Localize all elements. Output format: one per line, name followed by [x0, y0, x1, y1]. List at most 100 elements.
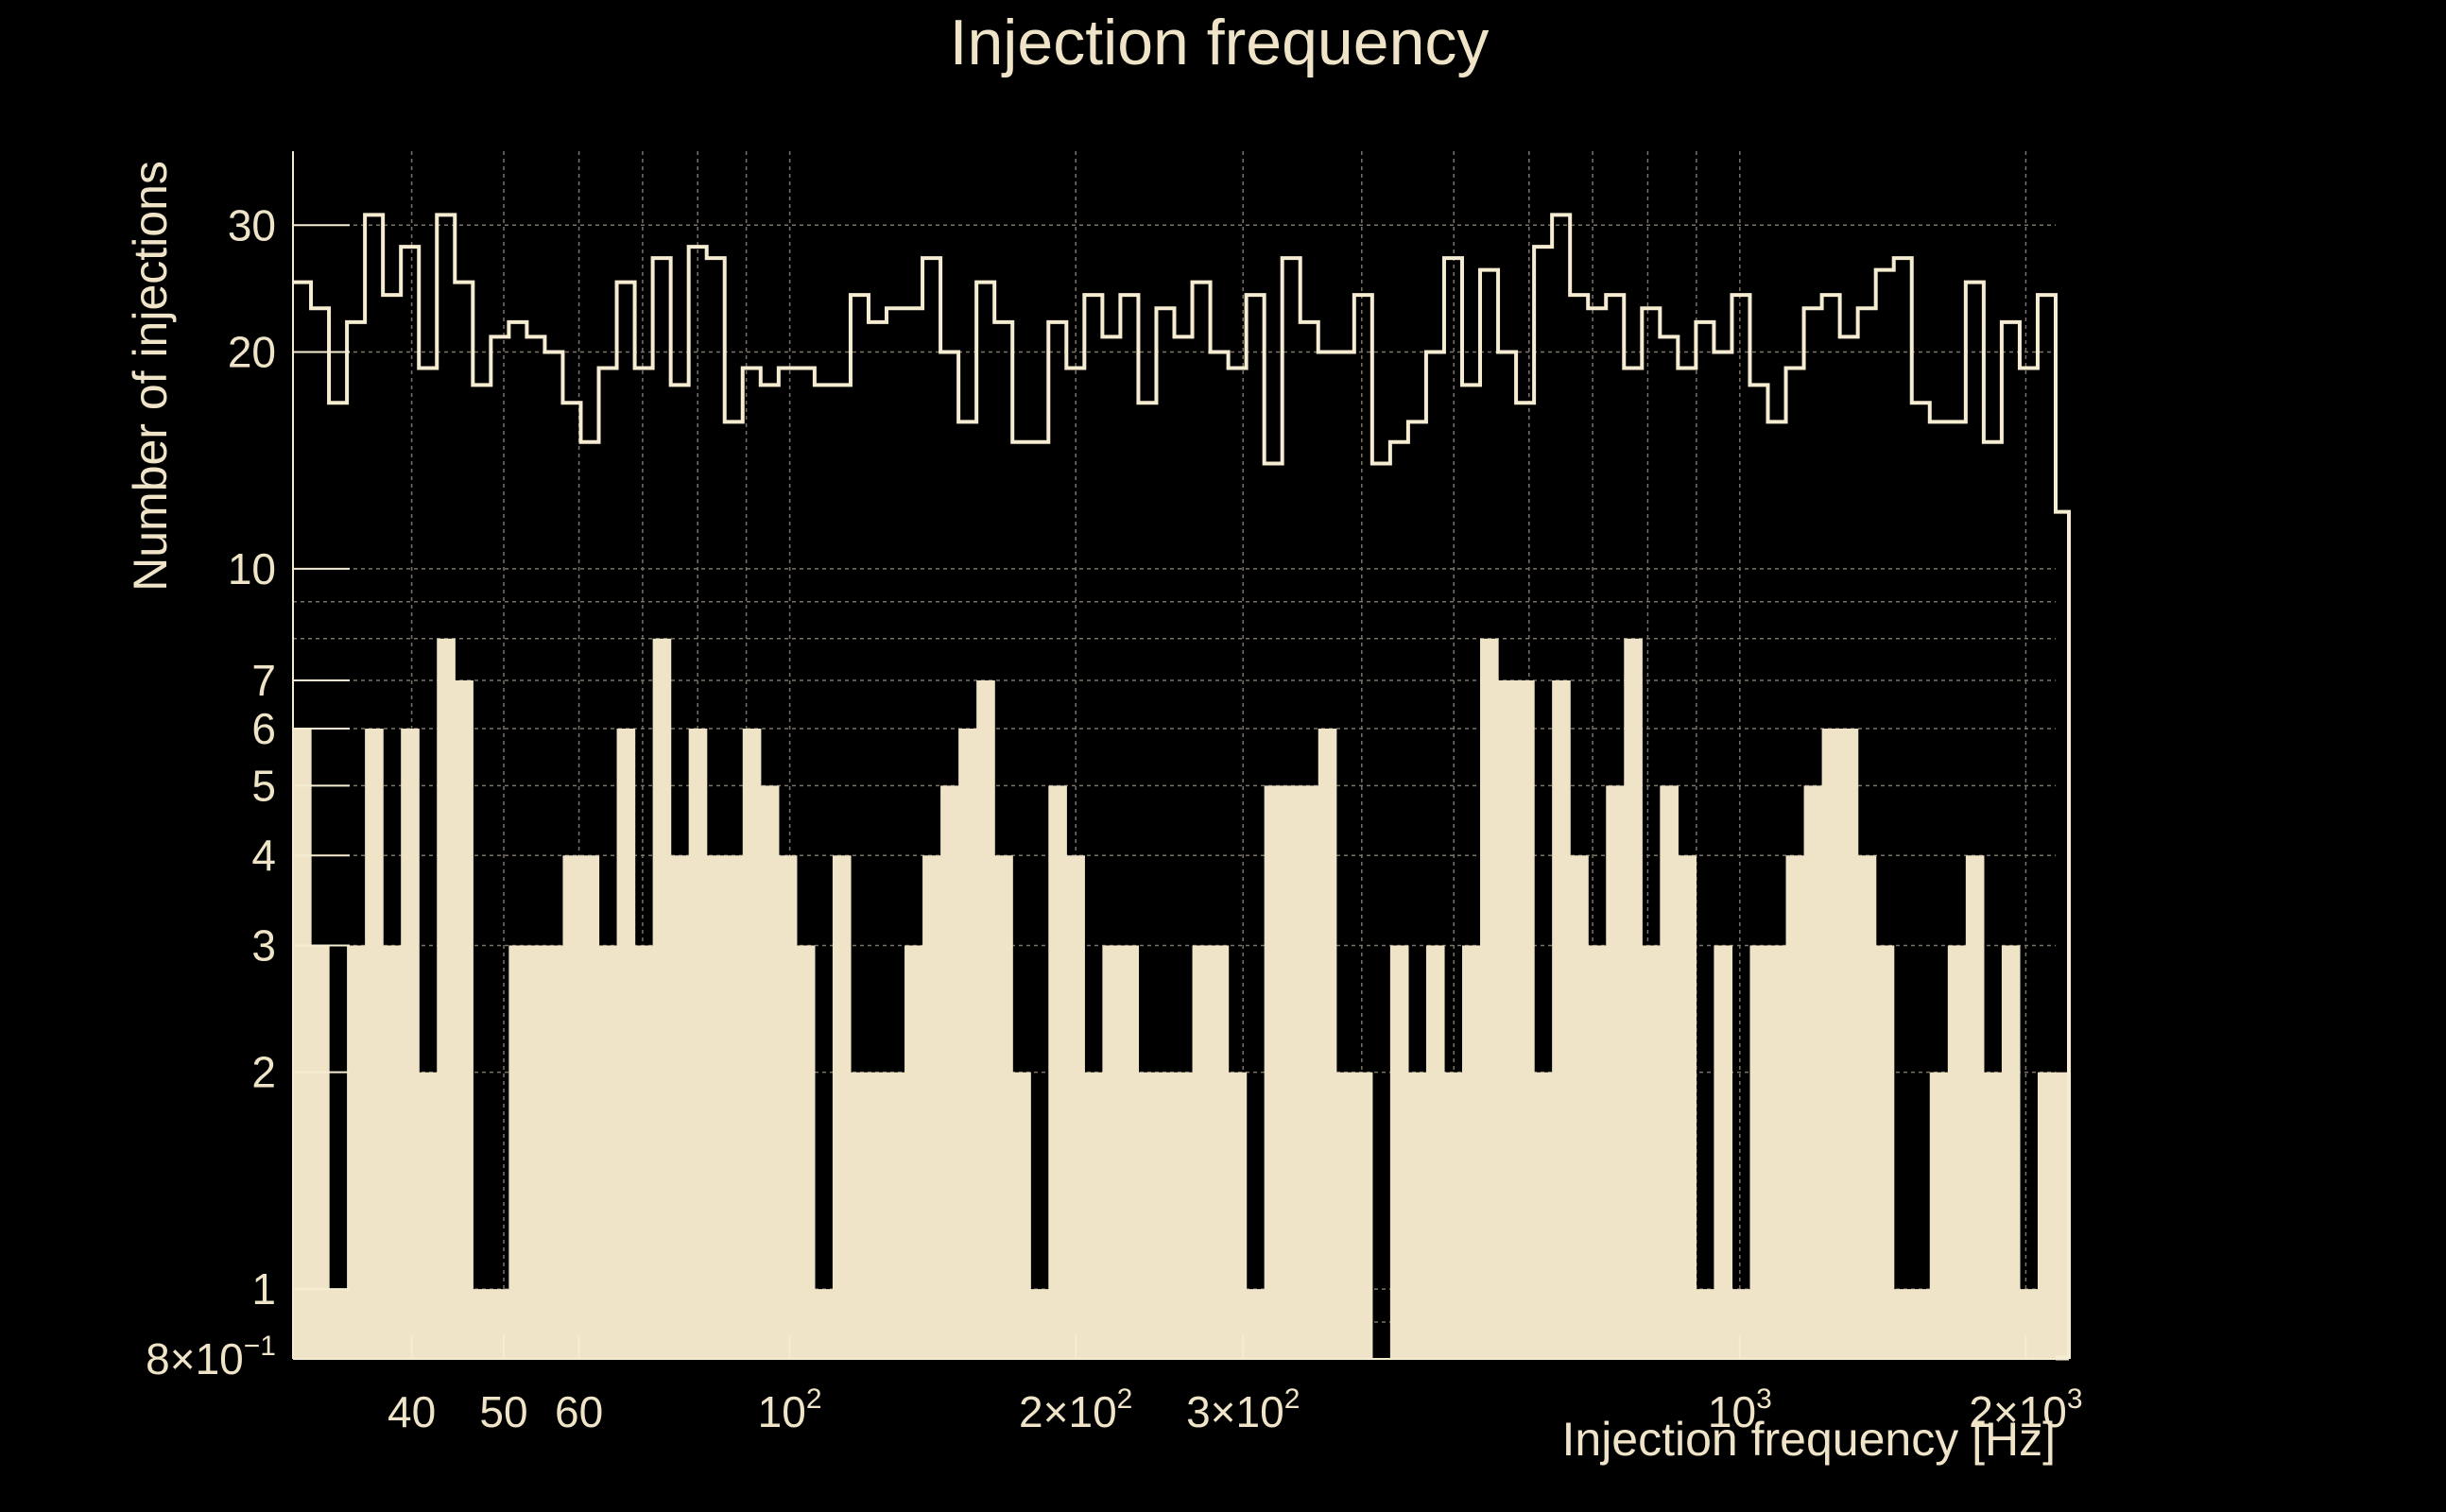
hist-bar-selected: [940, 785, 959, 1359]
hist-bar-selected: [1983, 1072, 2003, 1359]
hist-bar-selected: [1480, 638, 1499, 1359]
hist-bar-selected: [1174, 1072, 1194, 1359]
hist-bar-selected: [473, 1289, 491, 1359]
hist-bar-selected: [994, 855, 1013, 1359]
hist-bar-selected: [1318, 729, 1337, 1359]
hist-bar-selected: [1570, 855, 1589, 1359]
hist-bar-selected: [526, 945, 546, 1359]
selected-injections-bars: [293, 638, 2069, 1359]
y-tick-label: 30: [228, 200, 276, 249]
hist-bar-selected: [1731, 1289, 1751, 1359]
hist-bar-selected: [796, 945, 816, 1359]
hist-bar-selected: [1642, 945, 1661, 1359]
hist-bar-selected: [562, 855, 582, 1359]
hist-bar-selected: [1911, 1289, 1931, 1359]
y-tick-label: 6: [251, 704, 276, 753]
hist-bar-selected: [958, 729, 977, 1359]
y-tick-label: 20: [228, 327, 276, 376]
hist-bar-selected: [1498, 679, 1517, 1359]
x-tick-label: 2×102: [1019, 1383, 1132, 1436]
hist-bar-selected: [401, 729, 420, 1359]
hist-bar-selected: [724, 855, 744, 1359]
hist-bar-selected: [922, 855, 941, 1359]
hist-bar-selected: [887, 1072, 905, 1359]
hist-bar-selected: [814, 1289, 834, 1359]
hist-bar-selected: [2001, 945, 2021, 1359]
hist-bar-selected: [1048, 785, 1067, 1359]
y-tick-label: 7: [251, 656, 276, 705]
hist-bar-selected: [1785, 855, 1805, 1359]
y-tick-label: 5: [251, 761, 276, 810]
hist-bar-selected: [437, 638, 456, 1359]
hist-bar-selected: [652, 638, 672, 1359]
x-tick-label: 102: [758, 1383, 822, 1436]
hist-bar-selected: [419, 1072, 438, 1359]
hist-bar-selected: [1210, 945, 1230, 1359]
x-tick-label: 60: [555, 1387, 603, 1436]
hist-bar-selected: [1552, 679, 1571, 1359]
hist-bar-selected: [293, 729, 312, 1359]
hist-bar-selected: [1821, 729, 1841, 1359]
hist-bar-selected: [706, 855, 726, 1359]
hist-bar-selected: [491, 1289, 509, 1359]
hist-bar-selected: [455, 679, 474, 1359]
hist-bar-selected: [760, 785, 780, 1359]
hist-bar-selected: [365, 729, 384, 1359]
hist-bar-selected: [1246, 1289, 1266, 1359]
x-tick-label: 3×102: [1186, 1383, 1300, 1436]
chart-title: Injection frequency: [950, 7, 1490, 78]
hist-bar-selected: [1660, 785, 1679, 1359]
x-axis-label: Injection frequency [Hz]: [1562, 1413, 2057, 1466]
hist-bar-selected: [1965, 855, 1985, 1359]
x-tick-label: 40: [388, 1387, 436, 1436]
hist-bar-selected: [329, 1289, 348, 1359]
y-tick-label: 2: [251, 1048, 276, 1097]
hist-bar-selected: [347, 945, 366, 1359]
hist-bar-selected: [598, 945, 618, 1359]
hist-bar-selected: [1066, 855, 1085, 1359]
hist-bar-selected: [634, 945, 654, 1359]
all-injections-outline: [293, 213, 2071, 1359]
hist-bar-selected: [2037, 1072, 2057, 1359]
hist-bar-selected: [1300, 785, 1319, 1359]
hist-bar-selected: [1696, 1289, 1715, 1359]
hist-bar-selected: [1624, 638, 1643, 1359]
y-tick-label: 1: [251, 1264, 276, 1314]
hist-bar-selected: [1947, 945, 1967, 1359]
hist-bar-selected: [1443, 1072, 1463, 1359]
hist-bar-selected: [1606, 785, 1625, 1359]
hist-bar-selected: [1138, 1072, 1158, 1359]
hist-bar-selected: [778, 855, 798, 1359]
hist-bar-selected: [670, 855, 690, 1359]
hist-bar-selected: [1588, 945, 1607, 1359]
x-tick-labels: 40 50 60 102 2×102 3×102 103 2×103: [388, 1383, 2083, 1436]
hist-bar-selected: [1534, 1072, 1553, 1359]
hist-bar-selected: [1839, 729, 1859, 1359]
hist-bar-selected: [1893, 1289, 1913, 1359]
hist-bar-selected: [1714, 945, 1733, 1359]
hist-bar-selected: [904, 945, 923, 1359]
hist-bar-selected: [544, 945, 564, 1359]
hist-bar-selected: [1389, 945, 1409, 1359]
x-tick-label: 2×103: [1969, 1383, 2082, 1436]
hist-bar-selected: [976, 679, 995, 1359]
hist-bar-selected: [1192, 945, 1212, 1359]
hist-bar-selected: [1929, 1072, 1949, 1359]
x-tick-label: 103: [1708, 1383, 1772, 1436]
hist-bar-selected: [1084, 1072, 1103, 1359]
hist-bar-selected: [2019, 1289, 2039, 1359]
hist-bar-selected: [1407, 1072, 1427, 1359]
hist-bar-selected: [1228, 1072, 1248, 1359]
hist-bar-selected: [1156, 1072, 1176, 1359]
y-tick-label: 10: [228, 544, 276, 593]
hist-bar-selected: [868, 1072, 887, 1359]
hist-bar-selected: [1030, 1289, 1049, 1359]
hist-bar-selected: [688, 729, 708, 1359]
hist-bar-selected: [2056, 1072, 2069, 1359]
hist-bar-selected: [742, 729, 762, 1359]
y-tick-label: 8×10−1: [146, 1331, 276, 1383]
hist-bar-selected: [616, 729, 636, 1359]
x-tick-label: 50: [479, 1387, 527, 1436]
hist-bar-selected: [1516, 679, 1535, 1359]
